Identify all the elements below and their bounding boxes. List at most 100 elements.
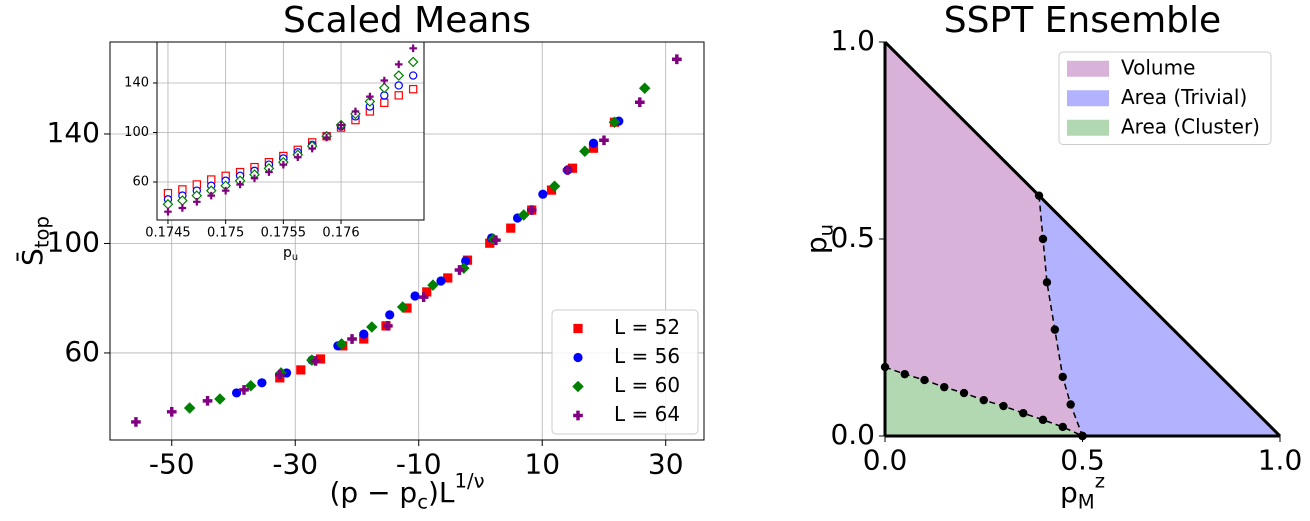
marker <box>427 279 439 291</box>
marker <box>202 396 213 406</box>
marker <box>359 334 369 344</box>
boundary-point <box>959 388 969 398</box>
legend-label: Area (Cluster) <box>1121 114 1260 138</box>
boundary-point <box>999 401 1008 411</box>
y-tick-label: 1.0 <box>830 24 875 57</box>
marker <box>351 107 360 116</box>
marker <box>207 191 216 200</box>
y-axis-label: S̄top <box>15 216 53 266</box>
marker <box>396 301 409 313</box>
marker <box>337 121 345 129</box>
legend-label: L = 60 <box>614 373 680 397</box>
marker <box>394 91 403 100</box>
boundary-point <box>1019 408 1028 418</box>
legend-label: Volume <box>1121 55 1195 79</box>
legend-box <box>1058 51 1272 145</box>
y-tick-label: 0.5 <box>830 221 875 254</box>
marker <box>265 168 273 176</box>
marker <box>443 273 453 283</box>
marker <box>221 186 230 195</box>
marker <box>257 378 267 388</box>
marker <box>274 370 285 380</box>
y-tick-label: 0.0 <box>830 418 875 451</box>
y-tick-label: 140 <box>47 116 100 149</box>
boundary-point <box>1066 400 1075 409</box>
marker <box>178 204 187 212</box>
marker <box>359 329 369 339</box>
boundary-point <box>1078 431 1087 441</box>
legend-patch <box>1067 60 1109 77</box>
marker <box>131 417 141 427</box>
marker <box>239 385 249 395</box>
x-tick-label: 10 <box>524 448 560 481</box>
boundary-point <box>1042 278 1052 287</box>
marker <box>418 292 429 302</box>
x-tick-label: -10 <box>396 448 442 481</box>
y-tick-label: 100 <box>124 125 149 140</box>
boundary-point <box>1038 415 1048 425</box>
boundary-point <box>900 369 909 379</box>
y-tick-label: 140 <box>124 75 149 90</box>
marker <box>634 97 645 108</box>
marker <box>366 321 378 333</box>
plot-frame <box>156 41 425 221</box>
legend-label: L = 52 <box>614 315 680 339</box>
x-tick-label: -30 <box>272 448 318 481</box>
legend-marker <box>573 352 583 363</box>
marker <box>454 265 465 275</box>
x-tick-label: 30 <box>648 448 684 481</box>
marker <box>214 393 226 405</box>
marker <box>315 354 326 364</box>
legend-label: L = 56 <box>614 344 680 368</box>
x-tick-label: 0.176 <box>322 226 359 241</box>
marker <box>166 406 177 417</box>
boundary-point <box>1050 325 1060 334</box>
edge <box>883 40 1282 438</box>
marker <box>394 60 403 69</box>
marker <box>422 287 432 297</box>
marker <box>383 321 393 331</box>
y-tick-label: 100 <box>47 225 100 258</box>
marker <box>293 153 302 162</box>
marker <box>310 356 321 366</box>
boundary-point <box>979 395 988 405</box>
x-axis-label: pMz <box>1060 469 1105 513</box>
marker <box>408 71 418 80</box>
marker <box>562 165 573 175</box>
x-axis-label: pu <box>283 245 298 263</box>
marker <box>672 54 682 65</box>
x-tick-label: 0.0 <box>863 444 908 477</box>
marker <box>322 133 331 142</box>
boundary-point <box>1038 234 1048 244</box>
marker <box>394 81 403 90</box>
marker <box>380 76 389 85</box>
marker <box>517 209 530 221</box>
marker <box>308 144 316 153</box>
boundary-point <box>1034 191 1044 200</box>
marker <box>385 310 395 320</box>
marker <box>296 365 306 375</box>
marker <box>164 207 172 216</box>
marker <box>579 145 591 157</box>
marker <box>538 189 548 199</box>
marker <box>526 205 537 215</box>
marker <box>485 238 495 248</box>
y-tick-label: 60 <box>64 335 100 368</box>
marker <box>347 334 357 344</box>
marker <box>231 388 242 398</box>
chart-title: Scaled Means <box>283 0 531 41</box>
region <box>885 42 1083 436</box>
legend-marker <box>572 380 584 393</box>
marker <box>364 96 376 107</box>
boundary-point <box>940 382 949 392</box>
marker <box>506 223 516 233</box>
marker <box>378 82 390 94</box>
x-tick-label: 0.175 <box>207 226 244 241</box>
marker <box>183 402 196 414</box>
marker <box>236 180 244 189</box>
legend-label: L = 64 <box>614 402 680 426</box>
marker <box>393 70 405 81</box>
marker <box>366 92 374 101</box>
